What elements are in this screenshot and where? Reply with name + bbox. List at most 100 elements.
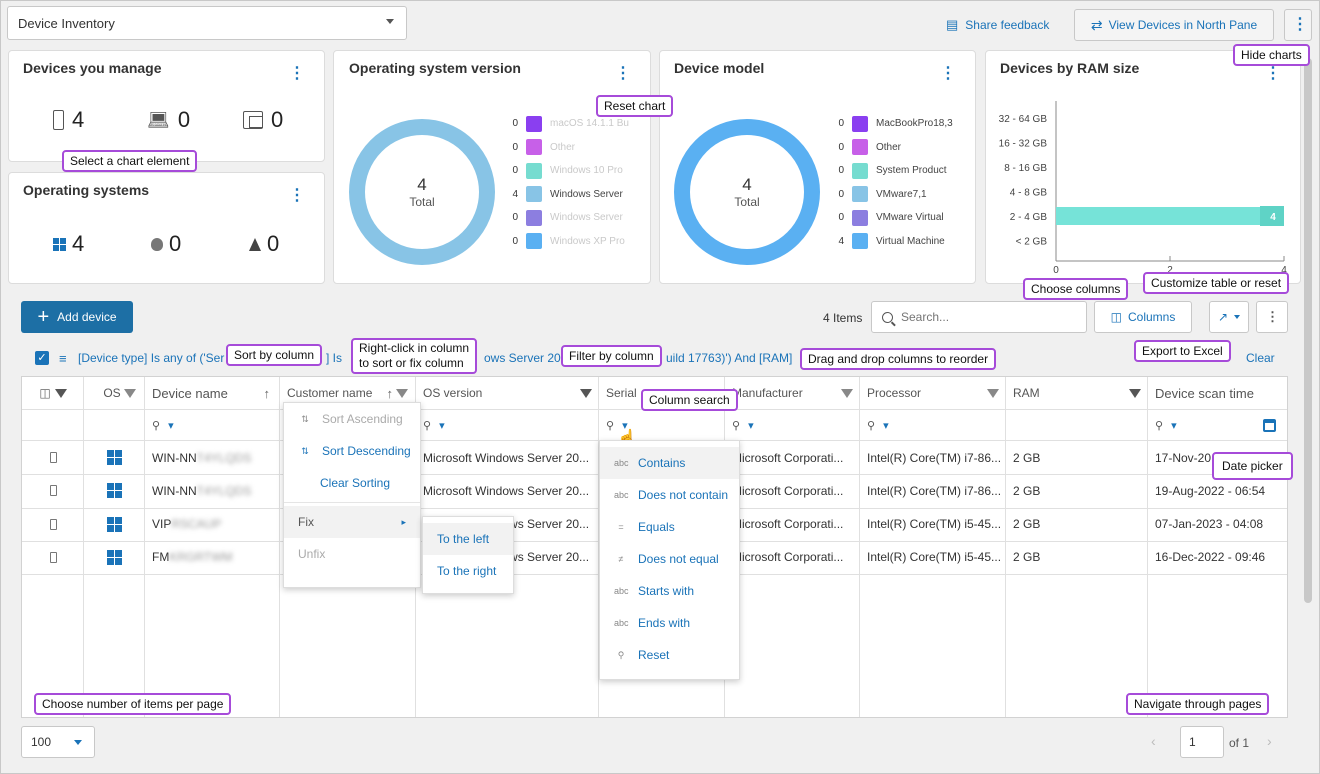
os-version-legend-item[interactable]: 0 Windows 10 Pro (504, 159, 644, 183)
apple-stat[interactable]: 0 (151, 231, 181, 257)
filter-funnel-icon[interactable] (580, 388, 592, 398)
device-type-cell[interactable] (22, 508, 84, 541)
sort-ascending-item[interactable]: ⇅ Sort Ascending (284, 403, 420, 435)
ram-cell[interactable]: 2 GB (1013, 450, 1041, 465)
filter-funnel-icon[interactable] (1129, 388, 1141, 398)
filter-expression-part-3[interactable]: ows Server 201 (484, 351, 568, 365)
manufacturer-column-search[interactable]: ⚲ ▾ (725, 410, 754, 440)
search-option-does-not-equal[interactable]: ≠ Does not equal (600, 543, 739, 575)
os-cell[interactable] (84, 508, 145, 541)
customer-name-header[interactable]: Customer name ↑ (280, 377, 416, 409)
processor-column-search[interactable]: ⚲ ▾ (860, 410, 889, 440)
os-version-legend-item[interactable]: 0 Other (504, 136, 644, 160)
search-option-does-not-contain[interactable]: abc Does not contain (600, 479, 739, 511)
ram-bar[interactable] (1056, 207, 1284, 225)
next-page-icon[interactable]: › (1267, 733, 1272, 749)
items-per-page-select[interactable]: 100 (21, 726, 95, 758)
filter-funnel-icon[interactable] (123, 388, 136, 398)
filter-funnel-icon[interactable] (54, 388, 67, 398)
fix-right-item[interactable]: To the right (437, 564, 497, 578)
clear-filter-link[interactable]: Clear (1246, 351, 1275, 365)
filter-expression-part-4[interactable]: uild 17763)') And [RAM] (666, 351, 793, 365)
sort-descending-item[interactable]: ⇅ Sort Descending (284, 435, 420, 467)
device-model-legend-item[interactable]: 0 VMware7,1 (830, 183, 970, 207)
device-type-cell[interactable] (22, 441, 84, 474)
operating-systems-menu-icon[interactable]: ⋮ (289, 187, 305, 204)
search-option-ends-with[interactable]: abc Ends with (600, 607, 739, 639)
ram-cell[interactable]: 2 GB (1013, 483, 1041, 498)
os-header[interactable]: OS (84, 377, 145, 409)
filter-expression-part-2[interactable]: ] Is (326, 351, 343, 365)
previous-page-icon[interactable]: ‹ (1151, 733, 1156, 749)
os-version-donut[interactable]: 4 Total (349, 119, 495, 265)
device-model-legend-item[interactable]: 4 Virtual Machine (830, 230, 970, 254)
search-input[interactable] (901, 310, 1071, 324)
device-type-cell[interactable] (22, 541, 84, 574)
export-button[interactable]: ↗ (1209, 301, 1249, 333)
os-cell[interactable] (84, 474, 145, 507)
device-name-cell[interactable]: FM KRGRTWM (145, 541, 280, 574)
search-option-reset[interactable]: ⚲ Reset (600, 639, 739, 671)
manufacturer-cell[interactable]: Microsoft Corporati... (732, 550, 844, 565)
processor-cell[interactable]: Intel(R) Core(TM) i5-45... (867, 517, 1002, 532)
ram-menu-icon[interactable]: ⋮ (1265, 65, 1281, 82)
device-name-header[interactable]: Device name ↑ (145, 377, 280, 409)
device-name-cell[interactable]: WIN-NN T4YLQDS (145, 474, 280, 507)
fix-left-item[interactable]: To the left (423, 523, 513, 555)
linux-stat[interactable]: 0 (249, 231, 279, 257)
filter-funnel-icon[interactable] (396, 388, 408, 398)
device-name-cell[interactable]: WIN-NN T4YLQDS (145, 441, 280, 474)
device-type-cell[interactable] (22, 474, 84, 507)
search-option-contains[interactable]: abc Contains (600, 447, 739, 479)
os-version-column-search[interactable]: ⚲ ▾ (416, 410, 445, 440)
device-model-legend-item[interactable]: 0 VMware Virtual (830, 206, 970, 230)
scan-time-cell[interactable]: 19-Aug-2022 - 06:54 (1155, 483, 1266, 498)
device-model-legend-item[interactable]: 0 Other (830, 136, 970, 160)
manufacturer-cell[interactable]: Microsoft Corporati... (732, 450, 844, 465)
device-model-menu-icon[interactable]: ⋮ (940, 65, 956, 82)
windows-stat[interactable]: 4 (53, 231, 84, 257)
os-version-header[interactable]: OS version (416, 377, 599, 409)
scan-time-header[interactable]: Device scan time (1148, 377, 1287, 409)
os-version-menu-icon[interactable]: ⋮ (615, 65, 631, 82)
device-name-cell[interactable]: VIP RSCAUP (145, 508, 280, 541)
mobile-devices-stat[interactable]: 4 (53, 107, 84, 133)
scan-time-cell[interactable]: 16-Dec-2022 - 09:46 (1155, 550, 1266, 565)
clear-sorting-item[interactable]: Clear Sorting (320, 476, 391, 490)
scan-time-cell[interactable]: 17-Nov-20 (1155, 450, 1212, 465)
unfix-item[interactable]: Unfix (298, 547, 326, 561)
other-devices-stat[interactable]: 0 (243, 107, 283, 133)
ram-cell[interactable]: 2 GB (1013, 517, 1041, 532)
search-option-starts-with[interactable]: abc Starts with (600, 575, 739, 607)
search-box[interactable] (871, 301, 1087, 333)
os-version-legend-item[interactable]: 0 macOS 14.1.1 Bu (504, 112, 644, 136)
view-devices-button[interactable]: ⇄ View Devices in North Pane (1074, 9, 1274, 41)
scan-time-column-search[interactable]: ⚲ ▾ (1148, 410, 1177, 440)
device-model-legend-item[interactable]: 0 System Product (830, 159, 970, 183)
processor-cell[interactable]: Intel(R) Core(TM) i5-45... (867, 550, 1002, 565)
os-version-legend-item[interactable]: 0 Windows XP Pro (504, 230, 644, 254)
search-option-equals[interactable]: = Equals (600, 511, 739, 543)
serial-header[interactable]: Serial (599, 377, 725, 409)
filter-funnel-icon[interactable] (841, 388, 853, 398)
device-model-legend-item[interactable]: 0 MacBookPro18,3 (830, 112, 970, 136)
os-cell[interactable] (84, 441, 145, 474)
table-options-button[interactable]: ⋮ (1256, 301, 1288, 333)
vertical-scrollbar[interactable] (1304, 58, 1312, 603)
add-device-button[interactable]: + Add device (21, 301, 133, 333)
manufacturer-cell[interactable]: Microsoft Corporati... (732, 483, 844, 498)
os-version-legend-item[interactable]: 4 Windows Server (504, 183, 644, 207)
devices-manage-menu-icon[interactable]: ⋮ (289, 65, 305, 82)
inventory-dropdown[interactable]: Device Inventory (7, 6, 407, 40)
os-version-cell[interactable]: Microsoft Windows Server 20... (423, 450, 590, 465)
laptop-devices-stat[interactable]: 💻︎ 0 (147, 107, 190, 133)
scan-time-cell[interactable]: 07-Jan-2023 - 04:08 (1155, 517, 1264, 532)
filter-enabled-checkbox[interactable]: ✓ (35, 351, 49, 365)
filter-expression-part-1[interactable]: [Device type] Is any of ('Ser (78, 351, 225, 365)
share-feedback-link[interactable]: ▤ Share feedback (946, 17, 1049, 33)
processor-cell[interactable]: Intel(R) Core(TM) i7-86... (867, 483, 1002, 498)
page-number-input[interactable]: 1 (1180, 726, 1224, 758)
device-model-donut[interactable]: 4 Total (674, 119, 820, 265)
processor-cell[interactable]: Intel(R) Core(TM) i7-86... (867, 450, 1002, 465)
os-version-cell[interactable]: Microsoft Windows Server 20... (423, 483, 590, 498)
